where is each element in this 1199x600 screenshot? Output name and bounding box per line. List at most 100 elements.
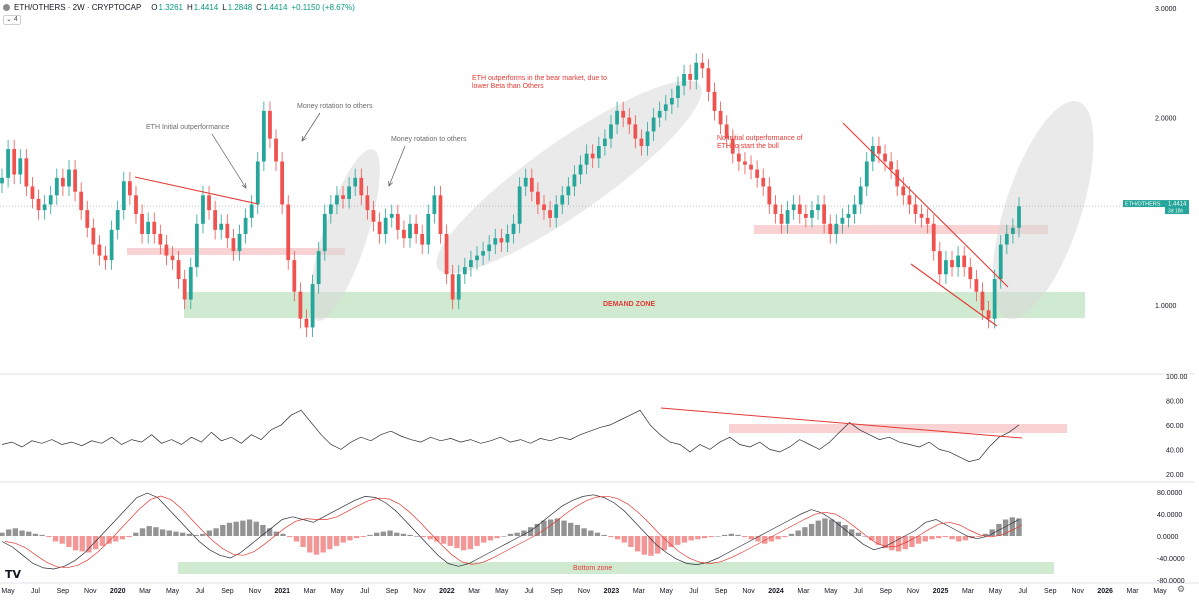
time-tick-label: 2020 [110, 588, 126, 595]
candle-body [298, 291, 303, 319]
rsi-line [1, 409, 1020, 462]
macd-histogram-bar [139, 528, 146, 536]
macd-histogram-bar [614, 536, 621, 540]
low-label: L [222, 2, 227, 12]
macd-histogram-bar [394, 532, 400, 536]
candle-body [986, 310, 991, 319]
macd-histogram-bar [621, 536, 627, 543]
macd-histogram-bar [942, 536, 949, 538]
candle-body [6, 149, 10, 178]
candle-body [408, 223, 412, 239]
macd-histogram-bar [12, 528, 19, 536]
time-tick-label: Mar [797, 588, 810, 595]
last-price-countdown: 3d 18h [1168, 209, 1184, 215]
macd-histogram-bar [909, 536, 915, 547]
highlight-ellipse [992, 100, 1094, 320]
macd-histogram-bar [802, 527, 808, 536]
candle-body [18, 158, 23, 175]
macd-histogram-bar [655, 536, 661, 554]
macd-histogram-bar [1016, 518, 1022, 536]
macd-histogram-bar [387, 530, 393, 536]
candle-body [669, 98, 674, 105]
macd-histogram-bar [795, 530, 801, 536]
candle-body [328, 204, 333, 214]
time-tick-label: Jul [854, 588, 863, 595]
time-tick-label: May [166, 588, 180, 595]
macd-histogram-bar [206, 530, 213, 536]
candle-body [475, 255, 479, 261]
annotation-bear-market: ETH outperforms in the bear market, due … [472, 75, 607, 90]
candle-body [450, 274, 455, 300]
candle-body [615, 110, 619, 125]
rsi-tick-label: 40.00 [1166, 447, 1184, 454]
gear-icon[interactable]: ⚙ [1177, 584, 1186, 594]
time-tick-label: 2026 [1097, 588, 1113, 595]
macd-histogram-bar [875, 536, 882, 545]
macd-histogram-bar [52, 536, 59, 542]
macd-histogram-bar [414, 536, 420, 537]
macd-histogram-bar [1009, 517, 1015, 536]
time-tick-label: Jul [360, 588, 369, 595]
time-tick-label: May [824, 588, 838, 595]
rsi-tick-label: 60.00 [1166, 423, 1184, 430]
candle-body [188, 267, 193, 300]
macd-histogram-bar [581, 528, 587, 536]
candle-body [998, 244, 1003, 280]
macd-histogram-bar [668, 536, 674, 547]
macd-histogram-bar [956, 536, 962, 542]
indicator-toggle-button[interactable]: ⌄ 4 [3, 15, 21, 25]
macd-histogram-bar [962, 536, 969, 541]
candle-body [688, 73, 693, 80]
macd-histogram-bar [949, 536, 955, 540]
candle-body [889, 161, 894, 170]
candle-body [359, 177, 364, 196]
time-tick-label: Sep [221, 588, 234, 595]
open-value: 1.3261 [158, 2, 183, 12]
candle-body [864, 161, 869, 187]
last-price-symbol: ETH/OTHERS [1125, 202, 1161, 208]
candle-body [316, 251, 321, 285]
macd-histogram-bar [507, 533, 514, 536]
macd-histogram-bar [400, 533, 407, 536]
open-label: O [151, 2, 158, 12]
time-tick-label: May [1153, 588, 1167, 595]
macd-histogram-bar [287, 536, 293, 538]
candle-body [127, 181, 132, 196]
candle-body [79, 191, 84, 211]
candle-body [456, 274, 461, 300]
candle-body [895, 169, 900, 187]
macd-histogram-bar [768, 536, 775, 542]
macd-histogram-bar [641, 536, 647, 555]
candle-body [944, 260, 948, 275]
macd-histogram-bar [601, 534, 607, 536]
time-tick-label: Jul [525, 588, 534, 595]
time-tick-label: Nov [413, 588, 426, 595]
macd-histogram-bar [327, 536, 333, 550]
macd-histogram-bar [146, 526, 152, 536]
candle-body [121, 181, 126, 211]
candle-body [310, 284, 315, 328]
time-tick-label: Nov [742, 588, 755, 595]
candle-body [432, 195, 437, 214]
candle-body [389, 213, 394, 218]
macd-histogram-bar [594, 532, 601, 536]
candle-body [176, 260, 181, 280]
candle-body [590, 153, 595, 159]
candle-body [115, 210, 120, 230]
candle-body [706, 68, 711, 92]
candle-body [481, 251, 485, 256]
high-label: H [186, 2, 193, 12]
macd-histogram-bar [99, 536, 106, 546]
candle-body [712, 91, 717, 111]
candle-body [462, 267, 467, 275]
candle-body [761, 177, 766, 187]
macd-histogram-bar [6, 529, 12, 536]
symbol-title[interactable]: ETH/OTHERS · 2W · CRYPTOCAP [14, 2, 142, 12]
candle-body [682, 73, 686, 86]
candle-body [834, 223, 839, 234]
time-tick-label: Nov [1071, 588, 1084, 595]
time-tick-label: Jul [1018, 588, 1027, 595]
